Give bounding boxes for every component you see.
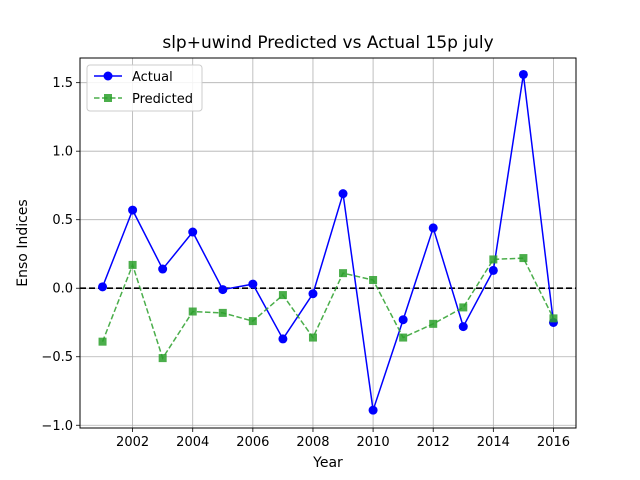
x-tick-label: 2006: [236, 435, 269, 450]
y-tick-label: −1.0: [41, 419, 73, 434]
x-tick-label: 2016: [537, 435, 570, 450]
x-tick-label: 2012: [417, 435, 450, 450]
y-tick-label: 1.5: [52, 76, 73, 91]
y-tick-label: −0.5: [41, 350, 73, 365]
data-point-actual: [458, 322, 468, 332]
data-point-actual: [188, 227, 198, 237]
data-point-actual: [428, 223, 438, 233]
data-point-predicted: [308, 333, 317, 342]
x-tick-label: 2014: [477, 435, 510, 450]
series-line-actual: [101, 74, 555, 411]
data-point-predicted: [549, 314, 558, 323]
x-tick-label: 2008: [296, 435, 329, 450]
data-point-predicted: [248, 317, 257, 326]
data-point-actual: [128, 205, 138, 215]
data-point-actual: [368, 405, 378, 415]
data-point-predicted: [339, 269, 348, 278]
x-tick-label: 2004: [176, 435, 209, 450]
x-tick-label: 2002: [116, 435, 149, 450]
y-tick-label: 0.0: [52, 282, 73, 297]
data-point-actual: [98, 282, 108, 292]
data-point-actual: [218, 285, 228, 295]
y-axis-title: Enso Indices: [15, 199, 31, 286]
data-point-actual: [248, 279, 258, 289]
data-point-predicted: [489, 255, 498, 264]
data-point-actual: [278, 334, 288, 344]
legend-marker-actual: [103, 71, 113, 81]
data-point-predicted: [519, 254, 528, 263]
ticks: 2002 2004 2006 2008 2010 2012 2014 2016 −1.0 −0.5…: [41, 76, 570, 450]
series-line-predicted: [101, 257, 555, 360]
data-point-actual: [398, 315, 408, 325]
data-point-predicted: [218, 308, 227, 317]
data-point-actual: [308, 289, 318, 299]
x-tick-label: 2010: [357, 435, 390, 450]
data-point-actual: [518, 69, 528, 79]
y-tick-label: 1.0: [52, 145, 73, 160]
series-actual: [98, 69, 558, 415]
x-axis-title: Year: [312, 455, 343, 471]
data-point-predicted: [459, 303, 468, 312]
data-point-predicted: [429, 319, 438, 328]
data-point-predicted: [98, 337, 107, 346]
data-point-actual: [158, 264, 168, 274]
data-point-predicted: [369, 276, 378, 284]
data-point-predicted: [278, 291, 287, 300]
data-point-predicted: [188, 307, 197, 316]
plot-frame: [79, 57, 577, 429]
y-tick-label: 0.5: [52, 213, 73, 228]
legend-label-predicted: Predicted: [132, 92, 193, 107]
data-point-predicted: [399, 333, 408, 342]
data-point-actual: [338, 189, 348, 199]
legend: Actual Predicted: [86, 64, 203, 112]
data-point-actual: [488, 265, 498, 275]
chart-title: slp+uwind Predicted vs Actual 15p july: [162, 33, 493, 53]
series-layer: [98, 69, 558, 415]
series-predicted: [98, 254, 558, 363]
data-point-predicted: [128, 260, 137, 269]
legend-label-actual: Actual: [132, 70, 173, 85]
legend-marker-predicted: [104, 94, 112, 102]
data-point-predicted: [158, 354, 167, 363]
